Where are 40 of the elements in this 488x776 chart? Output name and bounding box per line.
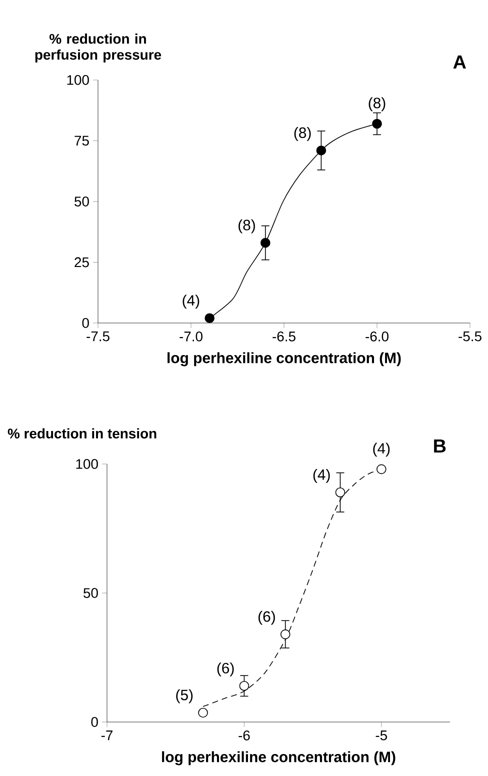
text: B bbox=[434, 439, 446, 452]
x-tick-label: -7.0 bbox=[180, 332, 202, 342]
annotation: (6) bbox=[258, 610, 275, 625]
y-tick-label: 100 bbox=[67, 75, 89, 85]
y-tick-label: 75 bbox=[74, 136, 89, 146]
x-axis-title: log perhexiline concentration (M) bbox=[162, 751, 396, 766]
y-axis-title: % reduction in tension bbox=[8, 428, 156, 438]
point bbox=[280, 629, 290, 640]
y-axis-title: % reduction in perfusion pressure bbox=[35, 34, 162, 62]
point bbox=[316, 146, 326, 156]
y-tick-label: 50 bbox=[84, 588, 98, 598]
point bbox=[372, 118, 382, 129]
point bbox=[335, 487, 346, 498]
y-tick-label: 25 bbox=[74, 257, 89, 268]
x-tick-label: -6.0 bbox=[366, 332, 388, 342]
y-tick-label: 100 bbox=[76, 459, 98, 469]
text: A bbox=[453, 55, 466, 68]
x-tick-label: -5.5 bbox=[458, 332, 482, 342]
annotation: (8) bbox=[238, 219, 255, 234]
x-tick-label: -7.5 bbox=[86, 332, 110, 342]
point bbox=[239, 680, 250, 691]
point bbox=[260, 238, 270, 248]
x-axis-title: log perhexiline concentration (M) bbox=[168, 352, 401, 366]
annotation: (8) bbox=[294, 127, 311, 141]
point bbox=[204, 313, 214, 324]
annotation: (8) bbox=[368, 97, 386, 112]
annotation: (4) bbox=[373, 442, 390, 457]
annotation: (4) bbox=[182, 294, 200, 309]
point bbox=[198, 708, 208, 718]
annotation: (5) bbox=[176, 689, 193, 704]
x-tick-label: -5 bbox=[376, 730, 388, 740]
x-tick-label: -6 bbox=[238, 730, 250, 740]
annotation: (6) bbox=[217, 662, 234, 676]
point bbox=[376, 464, 386, 474]
x-tick-label: -6.5 bbox=[272, 332, 296, 342]
y-tick-label: 0 bbox=[91, 717, 98, 727]
annotation: (4) bbox=[313, 468, 330, 483]
y-tick-label: 50 bbox=[74, 196, 89, 206]
x-tick-label: -7 bbox=[101, 730, 113, 740]
y-tick-label: 0 bbox=[82, 318, 89, 328]
